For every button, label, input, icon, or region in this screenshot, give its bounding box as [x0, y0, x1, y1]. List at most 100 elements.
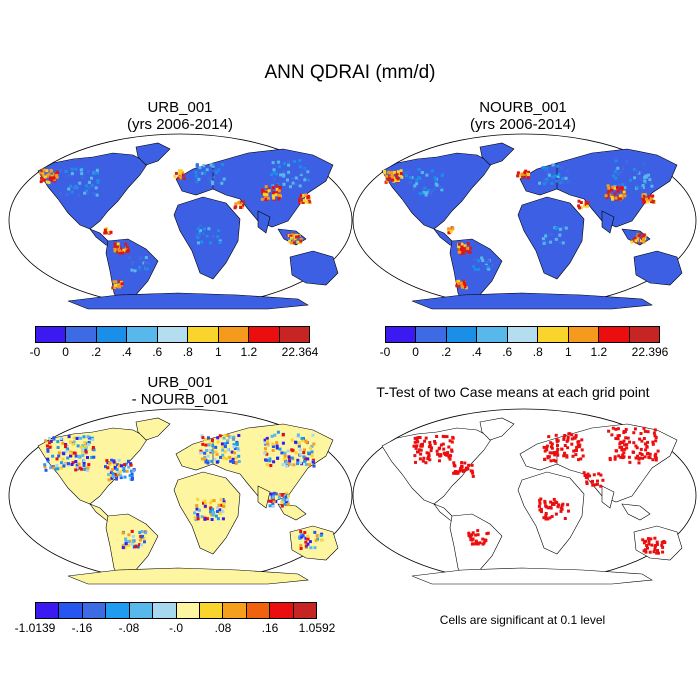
- grid-cell: [582, 471, 586, 475]
- grid-cell: [299, 239, 303, 243]
- grid-cell: [445, 435, 449, 439]
- grid-cell: [294, 440, 297, 444]
- grid-cell: [179, 169, 183, 173]
- grid-cell: [221, 453, 225, 457]
- continent-india: [257, 485, 271, 509]
- grid-cell: [205, 449, 209, 452]
- grid-cell: [221, 517, 225, 521]
- grid-cell: [471, 471, 475, 475]
- grid-cell: [87, 186, 91, 190]
- grid-cell: [640, 186, 644, 189]
- grid-cell: [461, 247, 465, 251]
- grid-cell: [131, 539, 135, 543]
- grid-cell: [265, 458, 269, 462]
- grid-cell: [556, 453, 560, 457]
- grid-cell: [91, 446, 95, 449]
- grid-cell: [284, 503, 288, 507]
- grid-cell: [554, 500, 558, 504]
- grid-cell: [487, 259, 491, 263]
- grid-cell: [80, 172, 84, 176]
- grid-cell: [212, 511, 216, 514]
- grid-cell: [74, 454, 78, 458]
- grid-cell: [460, 242, 464, 246]
- grid-cell: [298, 165, 302, 169]
- colorbar-boxes: [35, 602, 317, 619]
- colorbar-tick-label: 1.0592: [298, 621, 336, 635]
- colorbar-tick-label: 1: [564, 345, 572, 359]
- grid-cell: [456, 471, 460, 475]
- grid-cell: [74, 468, 78, 472]
- grid-cell: [402, 171, 406, 175]
- grid-cell: [292, 463, 296, 467]
- grid-cell: [643, 442, 647, 446]
- grid-cell: [289, 236, 293, 240]
- grid-cell: [52, 176, 56, 180]
- colorbar-tick-label: 22.396: [631, 345, 669, 359]
- grid-cell: [289, 241, 293, 245]
- grid-cell: [75, 463, 79, 467]
- grid-cell: [112, 280, 116, 284]
- grid-cell: [140, 543, 143, 547]
- grid-cell: [40, 176, 43, 180]
- grid-cell: [574, 433, 578, 437]
- grid-cell: [435, 435, 439, 438]
- grid-cell: [415, 178, 419, 182]
- grid-cell: [272, 500, 276, 504]
- colorbar-box: [270, 603, 294, 618]
- grid-cell: [209, 163, 213, 167]
- grid-cell: [116, 244, 120, 248]
- grid-cell: [55, 457, 59, 461]
- grid-cell: [641, 193, 645, 197]
- grid-cell: [279, 173, 283, 177]
- grid-cell: [78, 466, 82, 470]
- continent-antarctica: [411, 292, 653, 310]
- grid-cell: [574, 453, 578, 457]
- grid-cell: [440, 174, 444, 178]
- grid-cell: [55, 464, 59, 467]
- grid-cell: [418, 176, 422, 180]
- colorbar-box: [279, 327, 309, 342]
- grid-cell: [261, 191, 265, 195]
- grid-cell: [277, 495, 281, 499]
- grid-cell: [303, 178, 307, 182]
- grid-cell: [282, 494, 286, 498]
- grid-cell: [294, 451, 298, 455]
- grid-cell: [616, 189, 620, 193]
- grid-cell: [294, 233, 298, 237]
- grid-cell: [268, 504, 272, 508]
- colorbar-tick-label: .4: [471, 345, 482, 359]
- grid-cell: [82, 435, 86, 439]
- grid-cell: [642, 194, 646, 198]
- colorbar-box: [96, 327, 128, 342]
- grid-cell: [59, 436, 63, 440]
- grid-cell: [522, 175, 526, 179]
- grid-cell: [617, 454, 621, 458]
- grid-cell: [67, 187, 71, 191]
- grid-cell: [575, 445, 579, 449]
- grid-cell: [69, 184, 73, 188]
- grid-cell: [563, 517, 567, 520]
- grid-cell: [142, 537, 146, 540]
- grid-cell: [547, 455, 551, 459]
- grid-cell: [641, 538, 645, 542]
- grid-cell: [55, 174, 59, 177]
- grid-cell: [296, 458, 300, 462]
- grid-cell: [542, 516, 546, 520]
- grid-cell: [205, 168, 209, 172]
- grid-cell: [47, 181, 51, 185]
- grid-cell: [274, 500, 278, 504]
- grid-cell: [39, 171, 42, 175]
- grid-cell: [651, 199, 655, 203]
- grid-cell: [222, 500, 226, 504]
- colorbar-tick-label: .2: [441, 345, 452, 359]
- grid-cell: [648, 452, 652, 456]
- grid-cell: [613, 192, 617, 196]
- continent-greenland: [135, 417, 171, 441]
- colorbar-tick-label: 1.2: [590, 345, 608, 359]
- grid-cell: [70, 167, 74, 171]
- grid-cell: [653, 545, 657, 548]
- grid-cell: [319, 533, 323, 537]
- grid-cell: [218, 508, 222, 512]
- grid-cell: [614, 427, 618, 431]
- grid-cell: [543, 458, 547, 461]
